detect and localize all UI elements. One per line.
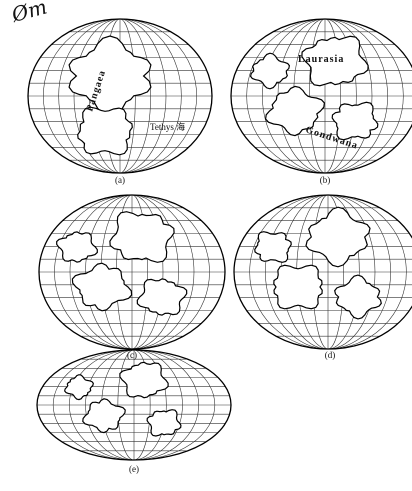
continent [109, 211, 175, 263]
continent [77, 106, 133, 156]
continent [301, 35, 369, 87]
continent [264, 85, 326, 137]
maps [27, 18, 412, 461]
map-outline [230, 18, 412, 174]
continent [68, 35, 152, 117]
map [39, 195, 225, 349]
panel-label: (a) [115, 175, 125, 185]
panel-label: (e) [129, 464, 139, 474]
continent [305, 206, 371, 268]
continent [119, 361, 169, 399]
continent [249, 52, 291, 90]
map-label: Laurasia [298, 54, 344, 65]
continent [136, 278, 188, 316]
map [234, 195, 412, 349]
continent [273, 264, 323, 310]
map [37, 350, 231, 460]
continent [254, 231, 292, 263]
map [231, 19, 412, 173]
map [28, 19, 212, 173]
continent [82, 398, 126, 434]
map-outline [233, 194, 412, 350]
continent [71, 262, 133, 312]
continent [146, 409, 182, 437]
map-outline [36, 349, 232, 461]
map-outline [38, 194, 226, 350]
map-outline [27, 18, 213, 174]
handwriting: Øm [8, 0, 49, 27]
panel-label: (b) [320, 175, 331, 185]
continent [56, 231, 98, 263]
continent [331, 101, 379, 141]
continent [64, 374, 94, 401]
panel-label: (d) [325, 350, 336, 360]
panel-label: (c) [127, 350, 137, 360]
continent [334, 274, 382, 320]
map-label: Tethys 海 [150, 121, 185, 132]
